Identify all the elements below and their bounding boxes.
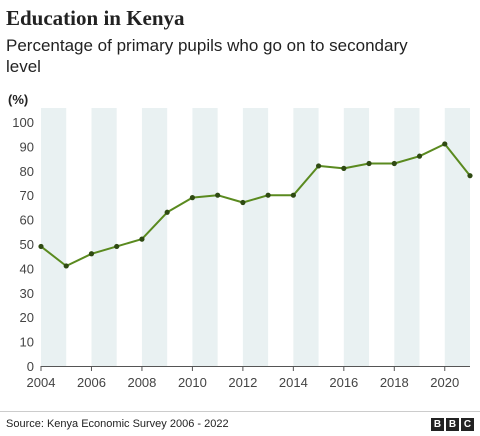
x-tick-label: 2010 — [178, 375, 207, 390]
background-bands — [41, 108, 470, 366]
chart-subtitle: Percentage of primary pupils who go on t… — [6, 36, 408, 76]
data-point — [240, 199, 246, 206]
grid-band — [41, 108, 67, 366]
chart-title: Education in Kenya — [6, 6, 185, 30]
data-point — [114, 243, 120, 250]
y-tick-label: 80 — [20, 164, 34, 179]
grid-band — [91, 108, 117, 366]
series-line — [40, 143, 471, 267]
grid-band — [343, 108, 370, 366]
data-point — [416, 153, 423, 159]
data-point — [442, 141, 448, 147]
logo-letter: B — [431, 418, 444, 431]
data-point — [366, 160, 372, 167]
y-tick-label: 40 — [20, 261, 34, 276]
x-tick-label: 2020 — [430, 375, 459, 390]
data-point — [88, 251, 95, 257]
y-tick-label: 10 — [20, 335, 34, 350]
footer-divider — [0, 411, 480, 412]
y-tick-label: 70 — [20, 188, 34, 203]
x-tick-label: 2018 — [380, 375, 409, 390]
data-point — [315, 163, 322, 169]
bbc-logo: B B C — [431, 418, 474, 431]
data-point — [391, 160, 397, 167]
x-tick-label: 2008 — [127, 375, 156, 390]
x-tick-label: 2004 — [27, 375, 56, 390]
y-tick-label: 60 — [20, 213, 34, 228]
data-point — [265, 192, 271, 198]
x-tick-label: 2006 — [77, 375, 106, 390]
grid-band — [242, 108, 269, 366]
data-point — [189, 195, 196, 201]
data-point — [215, 192, 221, 198]
data-point — [63, 263, 69, 269]
grid-band — [444, 108, 470, 366]
x-tick-label: 2014 — [279, 375, 308, 390]
data-point — [290, 192, 296, 198]
grid-band — [394, 108, 420, 366]
data-points — [38, 141, 473, 269]
grid-band — [141, 108, 168, 366]
grid-band — [192, 108, 218, 366]
data-point — [467, 173, 473, 179]
x-tick-label: 2016 — [329, 375, 358, 390]
data-point — [341, 165, 347, 171]
data-point — [164, 209, 170, 215]
y-tick-label: 20 — [20, 310, 34, 325]
y-axis-unit: (%) — [8, 92, 29, 107]
data-point — [38, 243, 44, 250]
y-axis-ticks: 0 10 20 30 40 50 60 70 80 90 100 — [12, 115, 34, 374]
source-note: Source: Kenya Economic Survey 2006 - 202… — [6, 418, 229, 430]
grid-band — [293, 108, 319, 366]
logo-letter: B — [446, 418, 459, 431]
y-tick-label: 100 — [12, 115, 34, 130]
logo-letter: C — [461, 418, 474, 431]
y-tick-label: 50 — [20, 237, 34, 252]
y-tick-label: 30 — [20, 286, 34, 301]
x-tick-label: 2012 — [228, 375, 257, 390]
y-tick-label: 0 — [27, 359, 34, 374]
y-tick-label: 90 — [20, 139, 34, 154]
x-axis-ticks: 2004 2006 2008 2010 2012 2014 2016 2018 2020 — [27, 366, 459, 390]
data-point — [139, 236, 145, 242]
